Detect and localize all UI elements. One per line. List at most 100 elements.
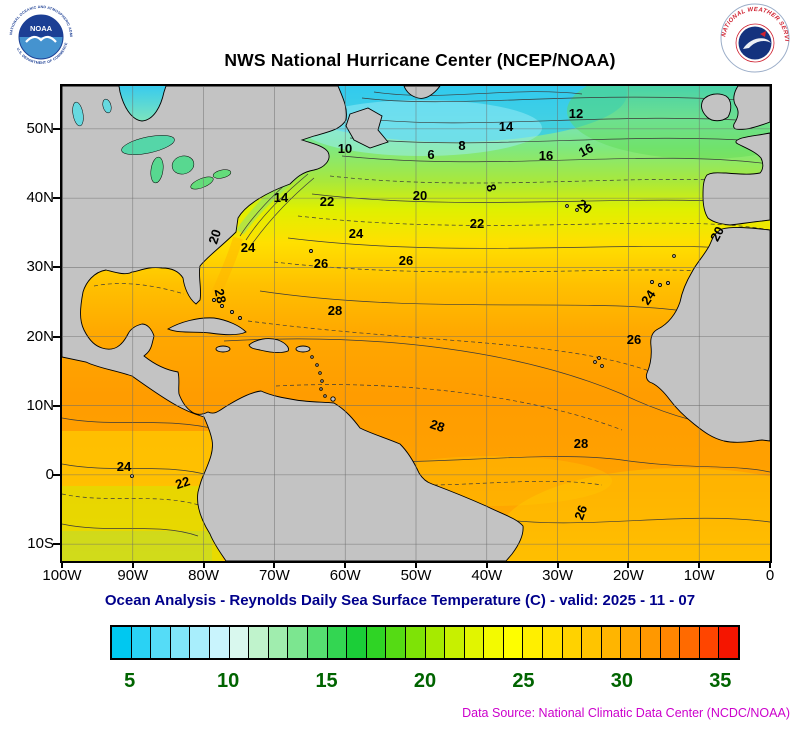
lat-tick-mark bbox=[53, 404, 60, 407]
landmasses bbox=[62, 86, 770, 561]
colorbar-cell bbox=[386, 627, 406, 658]
colorbar-cell bbox=[151, 627, 171, 658]
lon-tick-label: 0 bbox=[765, 567, 775, 584]
lon-tick-label: 10W bbox=[683, 567, 715, 584]
page-title: NWS National Hurricane Center (NCEP/NOAA… bbox=[224, 50, 616, 70]
contour-label: 26 bbox=[314, 256, 328, 271]
landmass-britain bbox=[733, 86, 770, 130]
lon-tick-label: 80W bbox=[188, 567, 220, 584]
contour-label: 16 bbox=[539, 148, 553, 163]
contour-label: 22 bbox=[470, 216, 484, 231]
colorbar-tick-label: 10 bbox=[217, 670, 240, 692]
contour-label: 26 bbox=[571, 503, 590, 522]
lon-tick-mark bbox=[344, 561, 347, 568]
colorbar-tick-label: 5 bbox=[124, 670, 136, 692]
lat-tick-label: 10N bbox=[26, 396, 54, 414]
contour-label: 28 bbox=[328, 303, 342, 318]
lon-tick-mark bbox=[485, 561, 488, 568]
lon-tick-label: 20W bbox=[612, 567, 644, 584]
contour-label: 14 bbox=[274, 190, 289, 205]
lon-tick-mark bbox=[627, 561, 630, 568]
colorbar-cell bbox=[523, 627, 544, 658]
island-jamaica bbox=[215, 345, 231, 353]
islands-bahamas bbox=[212, 298, 242, 320]
landmass-africa bbox=[645, 227, 770, 443]
colorbar-cell bbox=[249, 627, 269, 658]
lon-tick-mark bbox=[61, 561, 63, 568]
noaa-wordmark: NOAA bbox=[30, 24, 53, 33]
map-frame: 10 12 14 8 6 16 16 8 14 22 20 20 22 20 24 24 26 26 20 24 28 2… bbox=[60, 84, 772, 563]
contour-label: 24 bbox=[349, 226, 364, 241]
colorbar-cell bbox=[680, 627, 700, 658]
contour-label: 26 bbox=[399, 253, 413, 268]
island-hispaniola bbox=[248, 338, 289, 353]
contour-label: 8 bbox=[458, 138, 465, 153]
landmass-greenland-tip bbox=[403, 86, 441, 99]
contour-label: 28 bbox=[212, 287, 230, 304]
lat-tick-label: 0 bbox=[45, 465, 54, 483]
lon-tick-label: 60W bbox=[329, 567, 361, 584]
colorbar-tick-label: 15 bbox=[315, 670, 338, 692]
colorbar-cell bbox=[562, 627, 583, 658]
lat-tick-mark bbox=[53, 543, 60, 546]
colorbar-cell bbox=[112, 627, 132, 658]
contour-label: 8 bbox=[483, 182, 499, 193]
nws-flag-icon bbox=[760, 31, 766, 37]
contour-label: 24 bbox=[241, 240, 256, 255]
island-cuba bbox=[166, 317, 247, 336]
contour-label: 22 bbox=[320, 194, 334, 209]
colorbar-tick-label: 30 bbox=[610, 670, 633, 692]
grid-lines bbox=[62, 86, 770, 561]
contour-label: 14 bbox=[499, 119, 514, 134]
lon-tick-mark bbox=[698, 561, 701, 568]
colorbar-cell bbox=[131, 627, 152, 658]
noaa-seagull-icon bbox=[25, 35, 57, 43]
colorbar-cell bbox=[209, 627, 230, 658]
landmass-ireland bbox=[701, 93, 732, 122]
colorbar-cell bbox=[307, 627, 328, 658]
contour-label: 24 bbox=[117, 459, 132, 474]
great-lakes bbox=[72, 98, 232, 190]
data-source-note: Data Source: National Climatic Data Cent… bbox=[462, 706, 790, 720]
colorbar-tick-label: 35 bbox=[709, 670, 732, 692]
landmass-newfoundland bbox=[345, 107, 389, 149]
contour-label: 22 bbox=[173, 473, 191, 492]
lon-tick-label: 50W bbox=[400, 567, 432, 584]
colorbar-cell bbox=[621, 627, 642, 658]
island-madeira bbox=[672, 254, 676, 258]
lat-tick-label: 10S bbox=[27, 535, 54, 553]
colorbar-cell bbox=[503, 627, 524, 658]
lat-tick-label: 50N bbox=[26, 119, 54, 137]
island-puerto-rico bbox=[295, 345, 311, 353]
contour-label: 16 bbox=[576, 140, 596, 160]
lon-tick-mark bbox=[556, 561, 559, 568]
lon-tick-label: 90W bbox=[117, 567, 149, 584]
island-bermuda bbox=[309, 249, 313, 253]
map-caption: Ocean Analysis - Reynolds Daily Sea Surf… bbox=[104, 592, 696, 609]
colorbar-tick-label: 25 bbox=[512, 670, 535, 692]
contour-label: 20 bbox=[205, 227, 224, 245]
colorbar-cell bbox=[464, 627, 485, 658]
contour-label: 10 bbox=[338, 141, 352, 156]
colorbar-cell bbox=[170, 627, 191, 658]
lon-tick-label: 70W bbox=[258, 567, 290, 584]
colorbar-cell bbox=[484, 627, 504, 658]
landmass-iberia-france bbox=[702, 132, 770, 226]
lat-tick-mark bbox=[53, 127, 60, 130]
lat-tick-label: 20N bbox=[26, 327, 54, 345]
colorbar-tick-label: 20 bbox=[413, 670, 437, 692]
islands-cape-verde bbox=[593, 356, 604, 368]
contour-label: 20 bbox=[413, 188, 427, 203]
colorbar-cell bbox=[268, 627, 289, 658]
colorbar-cell bbox=[405, 627, 426, 658]
landmass-americas bbox=[62, 86, 524, 561]
noaa-logo: NATIONAL OCEANIC AND ATMOSPHERIC ADMINIS… bbox=[8, 4, 74, 70]
contour-label: 28 bbox=[428, 416, 446, 435]
colorbar-cell bbox=[366, 627, 387, 658]
lon-tick-mark bbox=[131, 561, 134, 568]
noaa-emblem bbox=[19, 15, 63, 59]
colorbar bbox=[110, 625, 740, 660]
colorbar-cell bbox=[719, 627, 738, 658]
